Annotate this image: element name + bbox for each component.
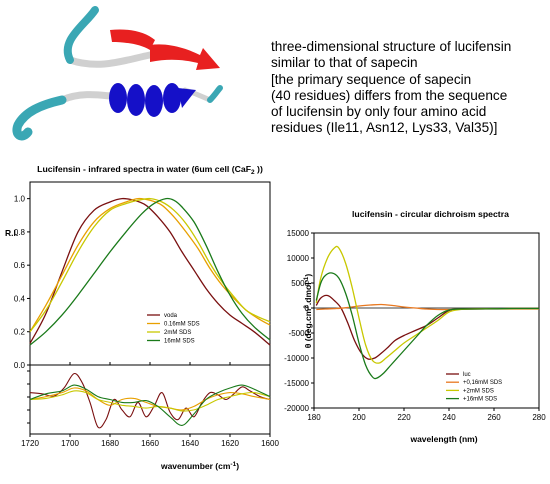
helix-turn (163, 83, 181, 113)
ir-difference-panel-frame (29, 364, 271, 435)
cd-ylabel-main: θ (deg.cm (303, 308, 313, 349)
ir-y-tick-label: 0.4 (14, 294, 26, 303)
cd-y-tick-label: 15000 (287, 229, 310, 238)
ir-x-tick-label: 1680 (101, 439, 119, 448)
ir-x-axis-label: wavenumber (cm-1) (100, 461, 300, 471)
helix-turn (145, 85, 163, 117)
ir-legend: voda 0.16mM SDS 2mM SDS 16mM SDS (147, 313, 200, 345)
ir-x-ticks: 1720 1700 1680 1660 1640 1620 1600 (21, 362, 279, 448)
ir-x-tick-label: 1660 (141, 439, 159, 448)
cd-legend-label: luc (463, 372, 471, 378)
ir-y-ticks: 0.0 0.2 0.4 0.6 0.8 1.0 (14, 195, 30, 424)
cd-ylabel-sup1: 2 (303, 305, 310, 309)
ir-title-main: Lucifensin - infrared spectra in water (… (37, 164, 252, 174)
ir-series-line (29, 197, 271, 333)
cd-legend: luc +0,16mM SDS +2mM SDS +16mM SDS (446, 372, 502, 403)
cd-series-lines (315, 245, 539, 380)
ir-series-line (29, 197, 271, 346)
beta-strand (150, 44, 220, 70)
ir-series-line (29, 197, 271, 333)
ir-y-tick-label: 0.0 (14, 361, 26, 370)
ir-x-tick-label: 1720 (21, 439, 39, 448)
ir-y-axis-label: R.I. (5, 228, 18, 238)
cd-x-tick-label: 260 (487, 413, 501, 422)
ir-chart-title: Lucifensin - infrared spectra in water (… (30, 164, 270, 176)
coil-segment (66, 51, 154, 68)
description-line: similar to that of sapecin (271, 55, 418, 71)
cd-series-line (315, 245, 539, 364)
ir-y-tick-label: 0.6 (14, 261, 26, 270)
ir-difference-line (29, 372, 271, 429)
ir-y-tick-label: 0.2 (14, 328, 26, 337)
cd-legend-label: +0,16mM SDS (463, 380, 502, 386)
cd-y-tick-label: -20000 (284, 404, 309, 413)
ir-difference-lines (29, 372, 271, 429)
cd-series-line (315, 272, 539, 380)
cd-ylabel-mid: .dmol (303, 282, 313, 306)
description-line: [the primary sequence of sapecin (271, 71, 472, 87)
cd-chart-title: lucifensin - circular dichroism spectra (352, 209, 509, 219)
alpha-helix (109, 83, 196, 117)
ir-x-tick-label: 1700 (61, 439, 79, 448)
loop-segment (63, 6, 99, 64)
cd-x-axis-label: wavelength (nm) (410, 434, 478, 444)
loop-segment (207, 85, 223, 103)
ir-series-lines (29, 197, 271, 346)
cd-y-tick-label: -15000 (284, 379, 309, 388)
ir-x-tick-label: 1620 (221, 439, 239, 448)
cd-x-tick-label: 200 (352, 413, 366, 422)
cd-legend-label: +16mM SDS (463, 397, 497, 403)
ir-title-subscript: 2 (251, 169, 255, 176)
ir-xlabel-superscript: -1 (230, 461, 237, 468)
ir-legend-label: 16mM SDS (164, 339, 195, 345)
ir-title-end: )) (254, 164, 263, 174)
ir-y-tick-label: 1.0 (14, 195, 26, 204)
ir-legend-label: voda (164, 313, 178, 319)
protein-structure-image (12, 6, 223, 141)
ir-x-tick-label: 1640 (181, 439, 199, 448)
ir-xlabel-main: wavenumber (cm (160, 461, 231, 471)
cd-x-tick-label: 180 (307, 413, 321, 422)
structure-description: three-dimensional structure of lucifensi… (271, 39, 546, 137)
coil-segment (58, 91, 114, 104)
beta-strand (110, 29, 155, 50)
ir-xlabel-end: ) (236, 461, 240, 471)
description-line: (40 residues) differs from the sequence (271, 87, 508, 103)
ir-legend-label: 0.16mM SDS (164, 322, 200, 328)
cd-x-ticks: 180 200 220 240 260 280 (307, 408, 546, 422)
ir-difference-line (29, 387, 271, 411)
ir-y-tick-label: 0.8 (14, 228, 26, 237)
ir-x-tick-label: 1600 (261, 439, 279, 448)
cd-x-tick-label: 240 (442, 413, 456, 422)
ir-difference-line (29, 384, 271, 426)
loop-segment (12, 95, 67, 141)
helix-arrow (178, 88, 196, 108)
cd-x-tick-label: 220 (397, 413, 411, 422)
ir-main-panel-frame (29, 181, 271, 366)
description-line: residues (Ile11, Asn12, Lys33, Val35)] (271, 120, 498, 136)
cd-series-line (316, 303, 539, 311)
cd-legend-label: +2mM SDS (463, 388, 494, 394)
description-line: three-dimensional structure of lucifensi… (271, 39, 512, 54)
helix-turn (109, 83, 127, 113)
ir-difference-line (29, 390, 271, 412)
cd-x-tick-label: 280 (532, 413, 546, 422)
ir-series-line (29, 197, 271, 346)
cd-series-line (315, 294, 539, 360)
cd-plot-frame (313, 232, 540, 409)
ir-legend-label: 2mM SDS (164, 330, 191, 336)
cd-ylabel-sup2: -1 (303, 276, 310, 283)
helix-turn (127, 84, 145, 116)
cd-y-axis-label: θ (deg.cm2.dmol-1) (303, 261, 313, 361)
description-line: of lucifensin by only four amino acid (271, 104, 487, 120)
